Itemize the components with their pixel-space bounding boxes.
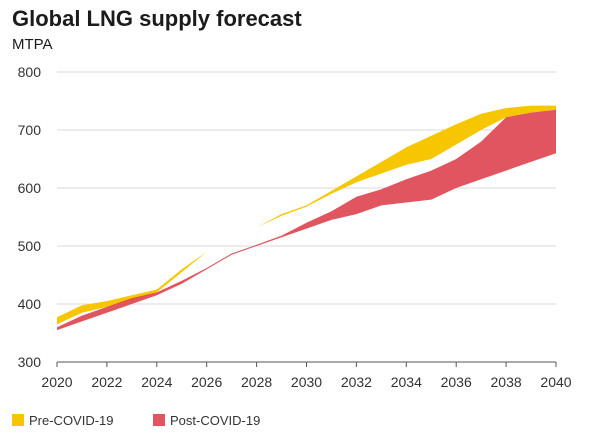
x-tick-label: 2032 — [341, 374, 372, 390]
y-tick-label: 500 — [18, 238, 42, 254]
axes: 300 400 500 600 700 800 2020 2022 2024 2026 2028 20… — [18, 64, 572, 390]
x-tick-label: 2038 — [491, 374, 522, 390]
x-tick-label: 2028 — [241, 374, 272, 390]
chart-title: Global LNG supply forecast — [12, 6, 302, 31]
x-tick-label: 2022 — [91, 374, 122, 390]
series-area-pre-covid — [57, 105, 556, 325]
series-area-post-covid — [57, 109, 556, 331]
x-tick-label: 2040 — [540, 374, 571, 390]
x-tick-label: 2026 — [191, 374, 222, 390]
y-tick-label: 700 — [18, 122, 42, 138]
y-tick-label: 800 — [18, 64, 42, 80]
legend-label: Pre-COVID-19 — [29, 413, 114, 428]
y-tick-label: 600 — [18, 180, 42, 196]
x-tick-label: 2030 — [291, 374, 322, 390]
x-tick-label: 2034 — [391, 374, 422, 390]
y-tick-label: 400 — [18, 296, 42, 312]
chart-subtitle: MTPA — [12, 36, 53, 53]
y-tick-label: 300 — [18, 354, 42, 370]
legend: Pre-COVID-19 Post-COVID-19 — [12, 413, 260, 428]
x-tick-label: 2020 — [41, 374, 72, 390]
x-tick-label: 2024 — [141, 374, 172, 390]
plot-areas — [57, 105, 556, 331]
legend-label: Post-COVID-19 — [170, 413, 260, 428]
legend-swatch — [153, 414, 165, 426]
legend-swatch — [12, 414, 24, 426]
x-tick-label: 2036 — [441, 374, 472, 390]
